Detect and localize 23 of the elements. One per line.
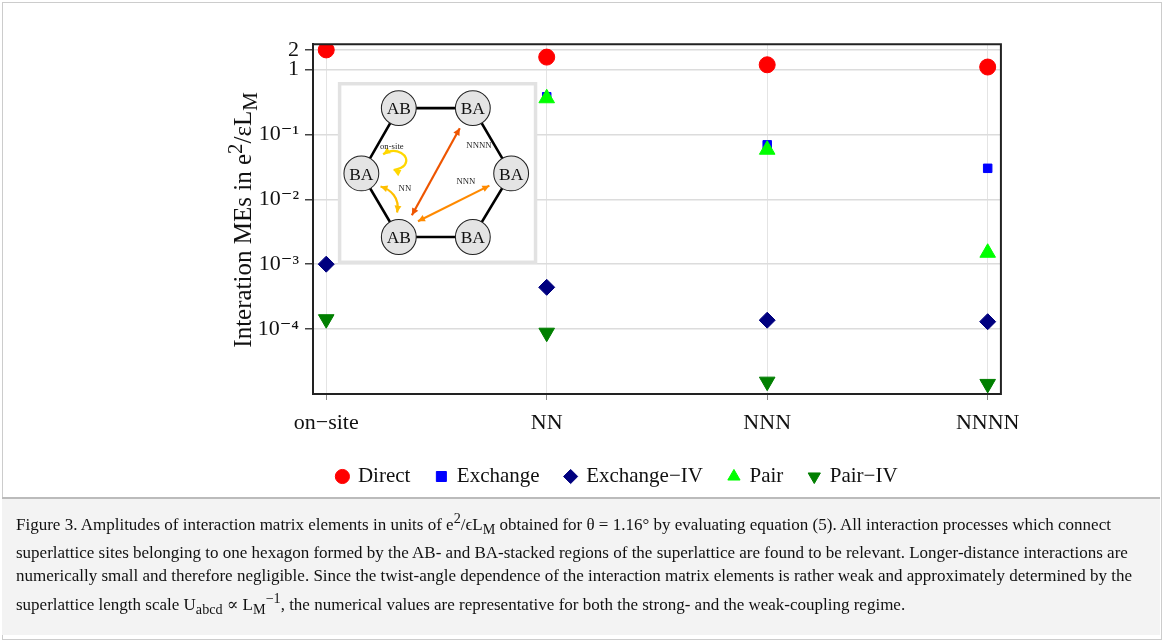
annotation: AB [386, 98, 411, 119]
annotation: BA [499, 163, 524, 184]
x-tick-label: on−site [293, 408, 359, 434]
annotation: BA [460, 98, 486, 119]
y-tick-label: 10⁻² [258, 185, 300, 211]
legend-label: Exchange−IV [586, 463, 703, 488]
annotation: NNN [456, 175, 476, 186]
annotation: BA [460, 227, 486, 248]
annotation: NNNN [466, 140, 493, 151]
legend-label: Pair−IV [829, 463, 898, 488]
y-tick-label: 10⁻³ [258, 249, 300, 275]
annotation: on-site [380, 141, 404, 152]
text: Figure 3. Amplitudes of interaction matrix elements in units of e$^{2}$/ϵL$_{M}$ obtained for θ = 1.16° by evaluating equation (5). All interaction processes which connect superlattice sites belonging to one hexagon formed by the AB- and BA-stacked regions of the superlattice are found to be relevant. Longer-distance interactions are numerically small and therefore negligible. Since the twist-angle dependence of the interaction matrix elements is rather weak and approximately determined by the superlattice length scale U$_{abcd}$ ∝ L$_{M}$$^{−1}$, the numerical values are representative for both the strong- and the weak-coupling regime. [16, 510, 1132, 618]
annotation: BA [349, 163, 374, 184]
x-tick-label: NNNN [955, 408, 1020, 434]
legend-label: Pair [749, 463, 784, 488]
x-tick-label: NN [530, 408, 563, 434]
x-tick-label: NNN [743, 408, 792, 434]
annotation: NN [398, 182, 412, 193]
y-tick-label: 10⁻¹ [258, 120, 299, 146]
annotation: AB [386, 227, 411, 248]
legend-label: Exchange [456, 463, 540, 488]
legend-label: Direct [357, 463, 411, 488]
